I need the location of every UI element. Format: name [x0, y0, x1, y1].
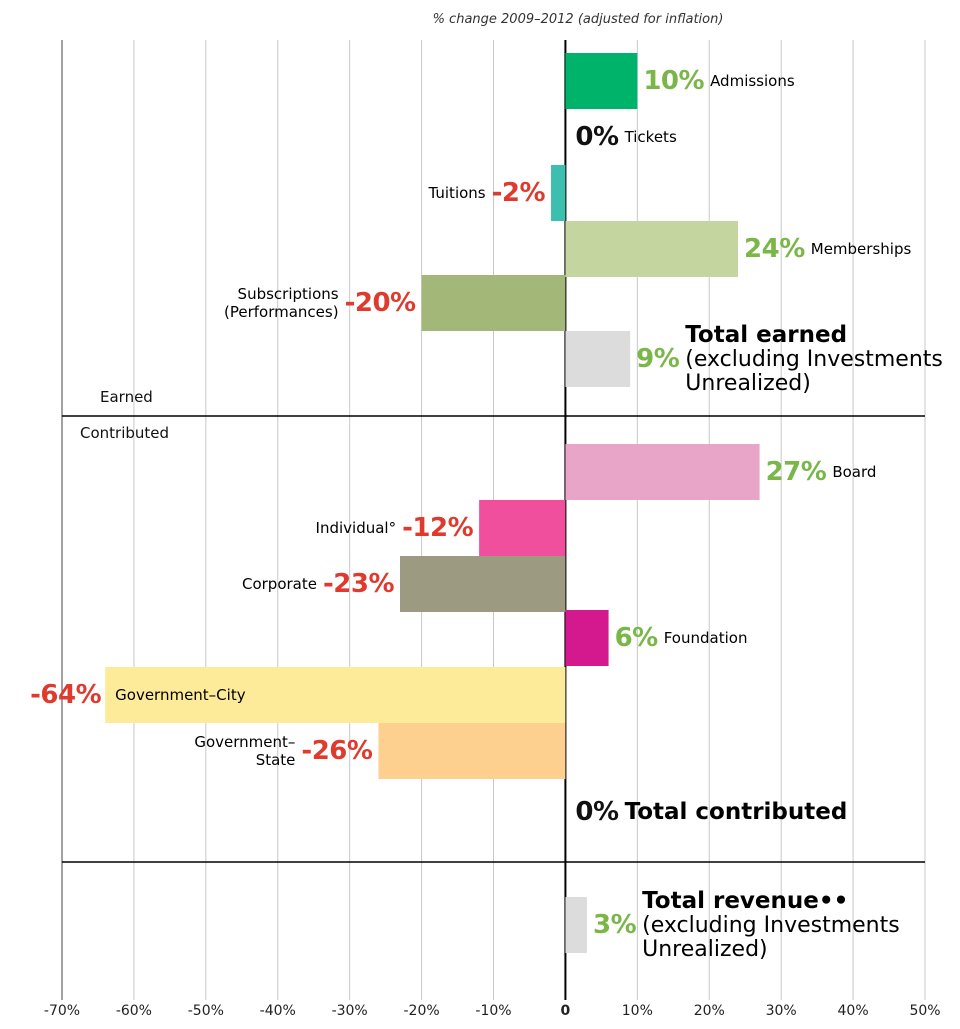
category-note: (excluding Investments Unrealized)	[642, 913, 900, 962]
category-label: Individual°	[315, 519, 397, 537]
label-block: Total revenue•• (excluding Investments Un…	[642, 888, 912, 962]
bar-label-group: Corporate -23%	[242, 569, 395, 599]
label-block: Total contributed	[625, 799, 848, 825]
x-tick-label: 0	[560, 1003, 571, 1019]
category-label: Board	[832, 463, 877, 481]
category-label: Foundation	[663, 629, 748, 647]
chart-title: % change 2009–2012 (adjusted for inflati…	[432, 12, 724, 27]
label-block: Total earned (excluding Investments Unrea…	[685, 322, 955, 396]
label-block: Admissions	[710, 72, 795, 90]
x-tick-label: 40%	[837, 1003, 869, 1019]
label-block: Tuitions	[429, 184, 486, 202]
bar	[565, 444, 760, 500]
x-tick-label: -50%	[187, 1003, 224, 1019]
category-label: Total earned	[685, 322, 848, 348]
bar-label-group: Government–State -26%	[175, 733, 373, 769]
label-block: Foundation	[664, 629, 748, 647]
label-block: Board	[832, 463, 876, 481]
bar-label-group: Individual° -12%	[316, 513, 474, 543]
category-label: Government–State	[194, 733, 296, 769]
bar	[378, 723, 566, 779]
bar	[565, 331, 631, 387]
value-label: -20%	[344, 288, 417, 318]
bar-label-group: 24% Memberships	[744, 234, 911, 264]
bar	[479, 500, 566, 556]
value-label: 0%	[575, 797, 619, 827]
category-label: Tickets	[624, 128, 677, 146]
value-label: -12%	[402, 513, 474, 543]
value-label: 3%	[592, 910, 637, 940]
x-tick-label: -70%	[43, 1003, 81, 1019]
bar-label-group: Government–City	[115, 686, 245, 704]
category-label: Government–City	[115, 686, 246, 704]
bar-label-group: 27% Board	[766, 457, 877, 487]
x-tick-label: 20%	[693, 1003, 725, 1019]
bar	[551, 165, 566, 221]
category-label: Total contributed	[624, 799, 848, 825]
x-tick-label: -30%	[331, 1003, 368, 1019]
bar-label-group: Subscriptions (Performances) -20%	[219, 285, 416, 321]
x-tick-label: -40%	[259, 1003, 296, 1019]
bar-label-group: 9% Total earned (excluding Investments Unr…	[636, 322, 955, 396]
bar	[565, 610, 609, 666]
bar-label-group: Tuitions -2%	[429, 178, 546, 208]
label-block: Individual°	[316, 519, 397, 537]
value-label: -23%	[322, 569, 395, 599]
category-label: Tuitions	[428, 184, 486, 202]
value-label: -64%	[30, 680, 102, 710]
bar	[565, 897, 587, 953]
category-note: (excluding Investments Unrealized)	[685, 347, 943, 396]
label-block: Corporate	[242, 575, 317, 593]
bar-label-group: 0% Total contributed	[575, 797, 847, 827]
bar	[400, 556, 566, 612]
section-label: Earned	[100, 388, 153, 406]
value-label: 6%	[614, 623, 659, 653]
category-label: Corporate	[241, 575, 317, 593]
x-tick-label: 30%	[765, 1003, 797, 1019]
value-label: 9%	[636, 344, 680, 374]
value-label: 24%	[744, 234, 805, 264]
section-label: Contributed	[80, 424, 170, 442]
category-label: Memberships	[810, 240, 912, 258]
x-tick-label: 10%	[621, 1003, 653, 1019]
bar-label-group: 10% Admissions	[643, 66, 794, 96]
value-label: -2%	[491, 178, 546, 208]
category-label: Subscriptions (Performances)	[223, 285, 339, 321]
x-tick-label: 50%	[909, 1003, 941, 1019]
label-block: Memberships	[811, 240, 912, 258]
bar-label-group: 3% Total revenue•• (excluding Investments …	[593, 888, 912, 962]
bar-label-group: -64%	[30, 680, 102, 710]
label-block: Government–State	[175, 733, 295, 769]
x-tick-label: -60%	[115, 1003, 152, 1019]
value-label: -26%	[301, 736, 373, 766]
label-block: Tickets	[625, 128, 677, 146]
label-block: Subscriptions (Performances)	[219, 285, 339, 321]
value-label: 10%	[643, 66, 705, 96]
bar	[565, 221, 739, 277]
bar	[105, 667, 566, 723]
x-tick-label: -10%	[475, 1003, 512, 1019]
value-label: 0%	[575, 122, 619, 152]
value-label: 27%	[765, 457, 827, 487]
category-label: Admissions	[710, 72, 795, 90]
bar-label-group: 6% Foundation	[615, 623, 748, 653]
category-label: Total revenue••	[642, 888, 849, 914]
bar-label-group: 0% Tickets	[575, 122, 676, 152]
bar	[421, 275, 566, 331]
x-tick-label: -20%	[403, 1003, 440, 1019]
bar	[565, 53, 638, 109]
